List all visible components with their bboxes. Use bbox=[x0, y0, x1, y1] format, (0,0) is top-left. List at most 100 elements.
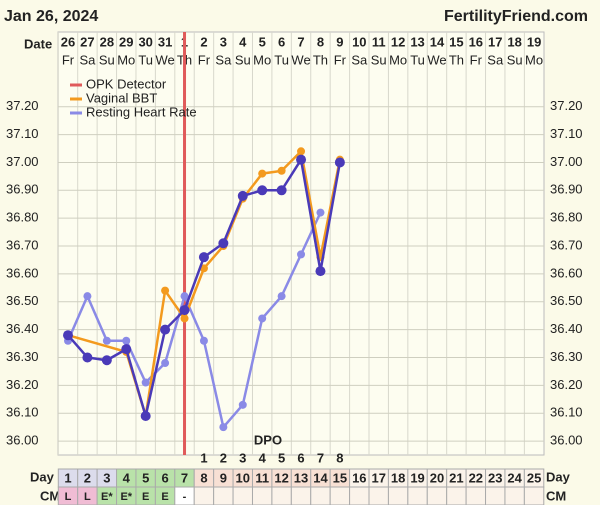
dpo-value: 2 bbox=[220, 450, 227, 465]
weekday-label: Su bbox=[371, 52, 387, 67]
y-tick-label-right: 36.70 bbox=[550, 237, 583, 252]
date-label: 17 bbox=[488, 34, 502, 49]
weekday-label: We bbox=[427, 52, 446, 67]
day-number: 10 bbox=[236, 470, 250, 485]
legend-label: OPK Detector bbox=[86, 76, 167, 91]
y-tick-label: 36.10 bbox=[6, 405, 39, 420]
day-number: 9 bbox=[220, 470, 227, 485]
day-number: 4 bbox=[123, 470, 131, 485]
dpo-value: 7 bbox=[317, 450, 324, 465]
date-label: 9 bbox=[336, 34, 343, 49]
day-number: 8 bbox=[200, 470, 207, 485]
vaginal-bbt-point bbox=[277, 166, 286, 175]
heart-rate-point bbox=[122, 336, 131, 345]
dpo-value: 8 bbox=[336, 450, 343, 465]
weekday-label: Mo bbox=[117, 52, 135, 67]
day-number: 20 bbox=[430, 470, 444, 485]
heart-rate-point bbox=[102, 336, 111, 345]
weekday-label: Th bbox=[313, 52, 328, 67]
temperature-point bbox=[63, 330, 73, 341]
date-label: 16 bbox=[469, 34, 483, 49]
y-tick-label-right: 36.80 bbox=[550, 210, 583, 225]
temperature-point bbox=[160, 324, 171, 335]
temperature-point bbox=[315, 266, 326, 277]
heart-rate-point bbox=[297, 250, 306, 259]
day-number: 19 bbox=[410, 470, 424, 485]
temperature-point bbox=[237, 190, 248, 201]
cm-value: L bbox=[65, 491, 72, 503]
day-label-right: Day bbox=[546, 469, 571, 484]
date-label: 3 bbox=[220, 34, 227, 49]
y-tick-label: 36.30 bbox=[6, 349, 39, 364]
day-label: Day bbox=[30, 469, 55, 484]
heart-rate-point bbox=[238, 400, 247, 409]
cm-value: E* bbox=[101, 491, 113, 503]
temperature-point bbox=[121, 344, 132, 355]
heart-rate-point bbox=[161, 359, 170, 368]
day-number: 1 bbox=[64, 470, 71, 485]
cm-cell bbox=[251, 486, 273, 505]
cm-cell bbox=[232, 486, 253, 505]
temperature-point bbox=[218, 238, 229, 249]
day-number: 6 bbox=[161, 470, 168, 485]
cm-cell bbox=[387, 486, 409, 505]
cm-cell bbox=[290, 486, 312, 505]
cm-cell bbox=[349, 486, 370, 505]
y-tick-label: 36.90 bbox=[6, 182, 39, 197]
cm-value: E* bbox=[120, 491, 132, 503]
cm-cell bbox=[213, 486, 234, 505]
day-number: 15 bbox=[333, 470, 347, 485]
date-label: Date bbox=[24, 36, 52, 51]
y-tick-label: 36.60 bbox=[6, 265, 39, 280]
y-tick-label: 37.00 bbox=[6, 154, 39, 169]
day-number: 23 bbox=[488, 470, 502, 485]
day-number: 11 bbox=[255, 470, 269, 485]
weekday-label: Mo bbox=[253, 52, 271, 67]
date-label: 31 bbox=[158, 34, 172, 49]
cm-label: CM bbox=[40, 488, 60, 503]
vaginal-bbt-point bbox=[161, 286, 170, 295]
weekday-label: Sa bbox=[351, 52, 368, 67]
heart-rate-point bbox=[258, 314, 267, 323]
day-number: 21 bbox=[449, 470, 463, 485]
temperature-point bbox=[101, 355, 112, 366]
date-label: 11 bbox=[372, 34, 386, 49]
weekday-label: Sa bbox=[215, 52, 232, 67]
y-tick-label-right: 36.40 bbox=[550, 321, 583, 336]
y-tick-label: 36.40 bbox=[6, 321, 39, 336]
cm-value: L bbox=[84, 491, 91, 503]
day-number: 7 bbox=[181, 470, 188, 485]
date-label: 6 bbox=[278, 34, 285, 49]
y-tick-label-right: 36.60 bbox=[550, 265, 583, 280]
y-tick-label: 36.80 bbox=[6, 210, 39, 225]
temperature-point bbox=[82, 352, 93, 363]
weekday-label: Mo bbox=[389, 52, 407, 67]
weekday-label: Tu bbox=[410, 52, 425, 67]
y-tick-label: 37.20 bbox=[6, 98, 39, 113]
vaginal-bbt-point bbox=[199, 264, 208, 273]
y-tick-label-right: 36.00 bbox=[550, 433, 583, 448]
weekday-label: Su bbox=[235, 52, 251, 67]
date-label: 12 bbox=[391, 34, 405, 49]
date-label: 4 bbox=[239, 34, 247, 49]
temperature-point bbox=[276, 185, 287, 196]
dpo-value: 5 bbox=[278, 450, 285, 465]
weekday-label: Th bbox=[449, 52, 464, 67]
cm-cell bbox=[368, 486, 389, 505]
cm-cell bbox=[485, 486, 506, 505]
weekday-label: Su bbox=[99, 52, 115, 67]
date-label: 7 bbox=[297, 34, 304, 49]
day-number: 25 bbox=[527, 470, 541, 485]
dpo-value: 1 bbox=[200, 450, 207, 465]
weekday-label: Tu bbox=[138, 52, 153, 67]
dpo-value: 4 bbox=[259, 450, 267, 465]
y-tick-label: 36.70 bbox=[6, 237, 39, 252]
site-name: FertilityFriend.com bbox=[444, 8, 588, 25]
day-number: 14 bbox=[313, 470, 328, 485]
date-label: 5 bbox=[259, 34, 266, 49]
y-tick-label: 36.00 bbox=[6, 433, 39, 448]
weekday-label: Sa bbox=[487, 52, 504, 67]
weekday-label: Tu bbox=[274, 52, 289, 67]
y-tick-label-right: 36.10 bbox=[550, 405, 583, 420]
